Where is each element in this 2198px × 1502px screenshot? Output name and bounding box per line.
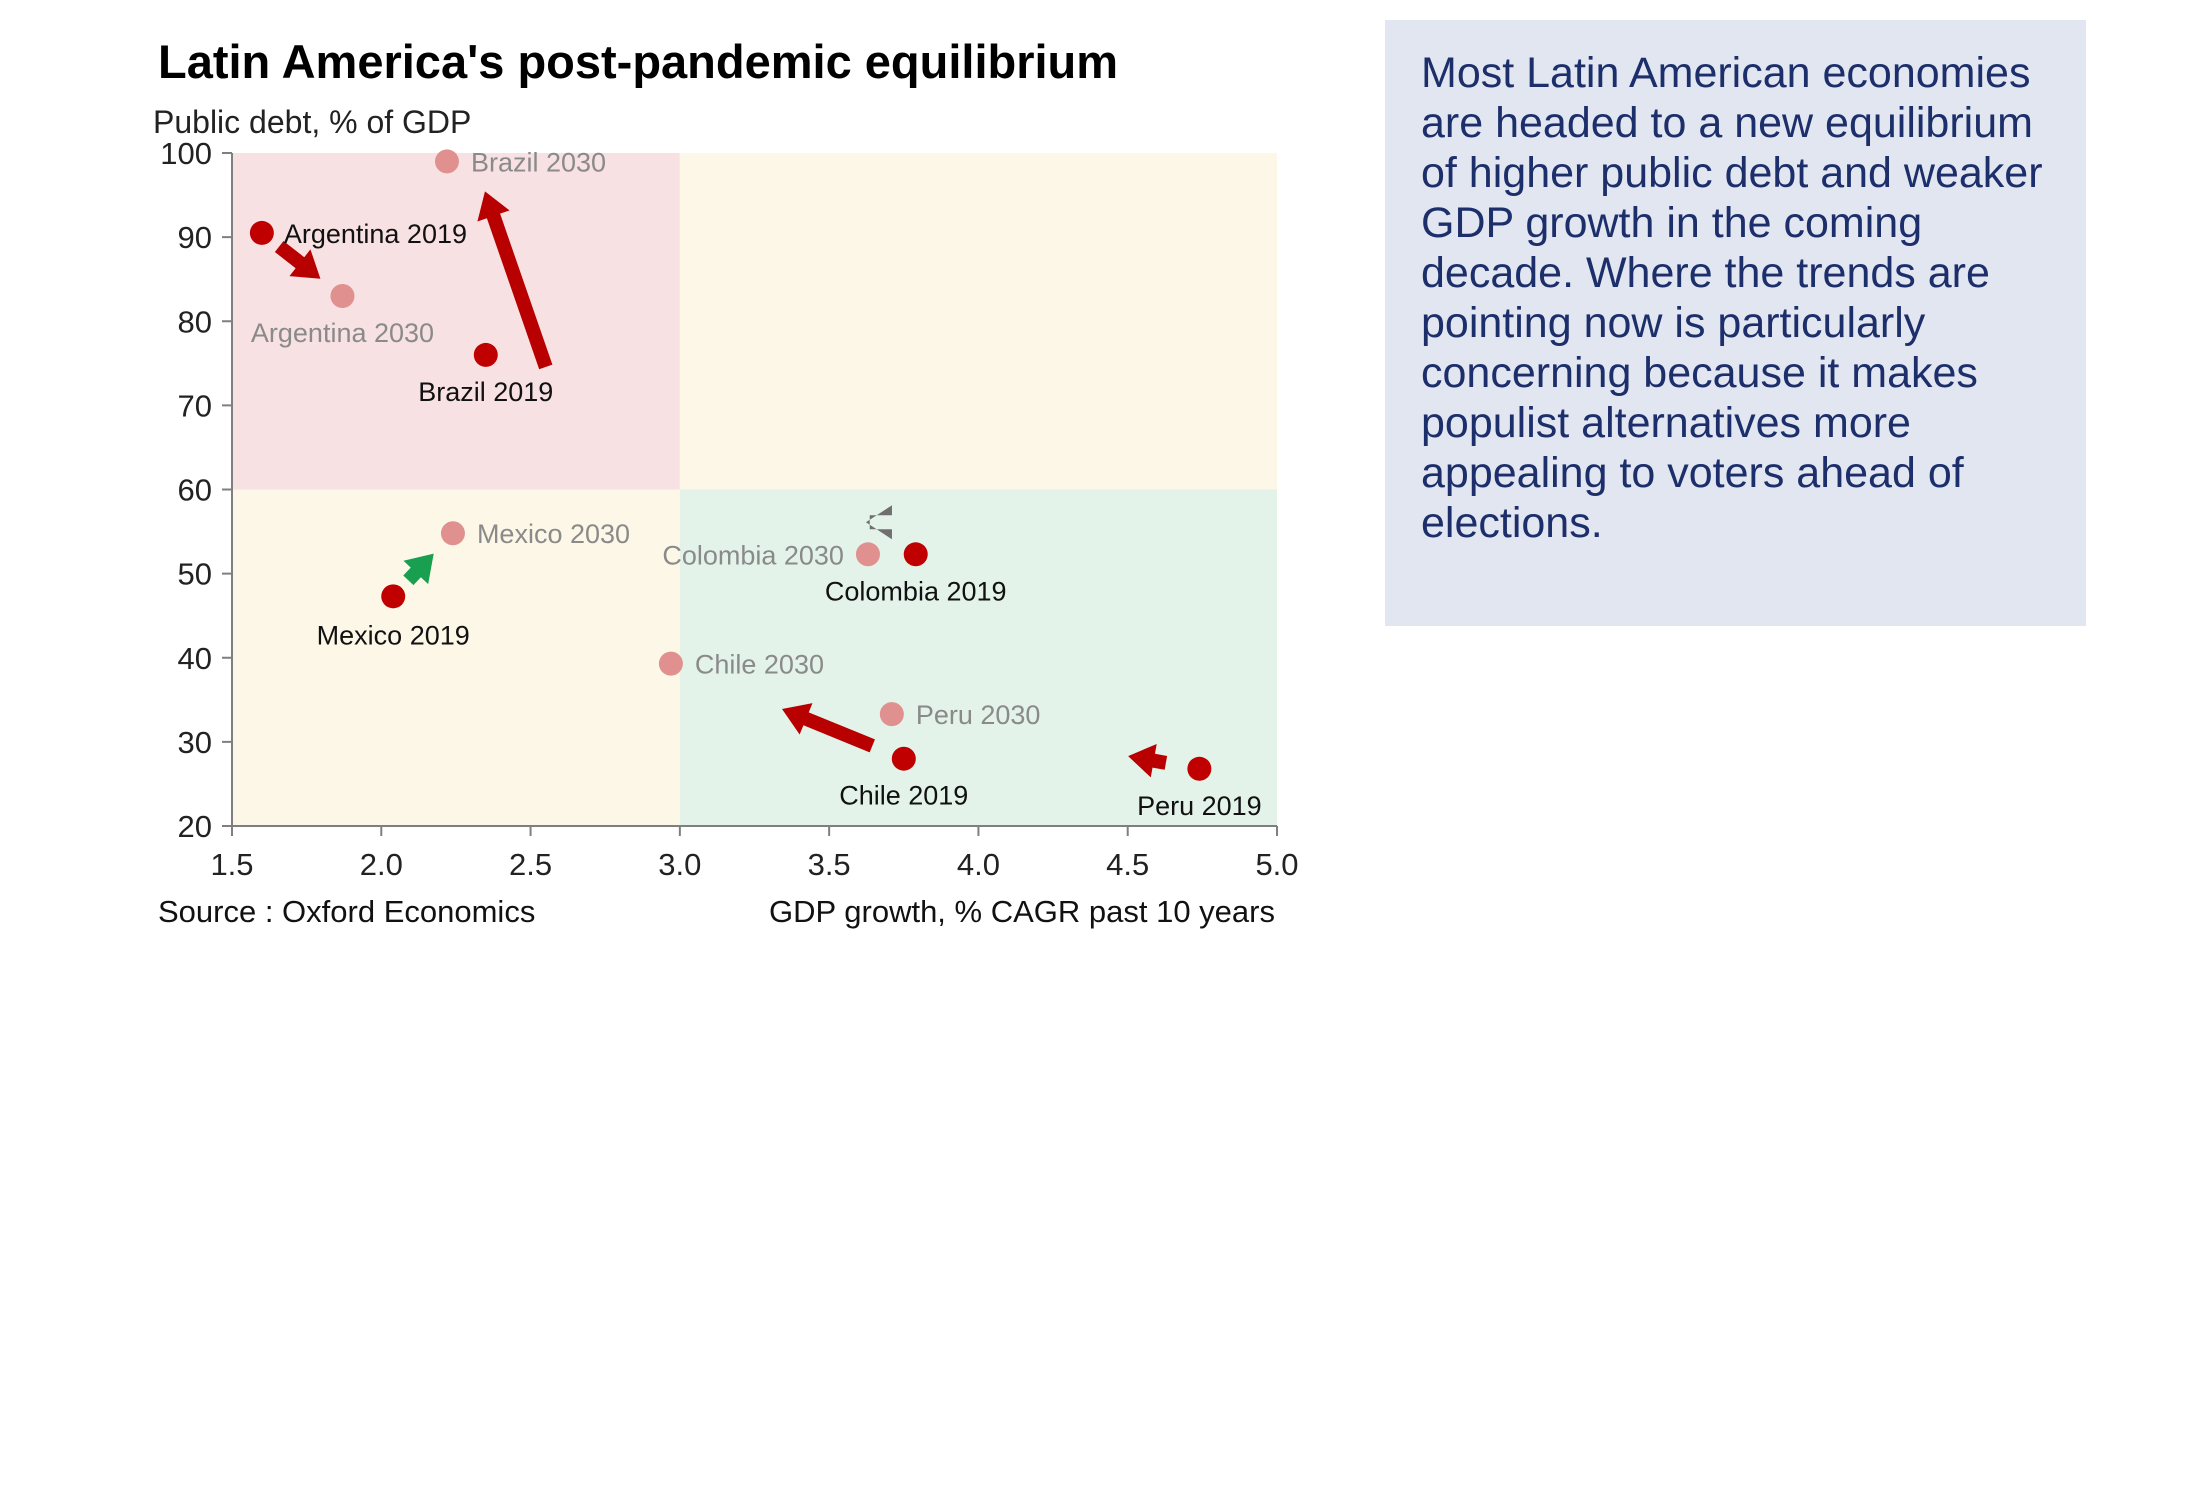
brazil-2019-point — [473, 342, 498, 367]
mexico-2019-point — [381, 584, 406, 609]
quadrant-2 — [232, 489, 680, 826]
y-axis-label: Public debt, % of GDP — [153, 104, 472, 140]
x-tick-label: 2.5 — [509, 847, 552, 882]
argentina-2019-point — [249, 220, 274, 245]
y-tick-label: 100 — [160, 136, 212, 171]
y-tick-label: 90 — [178, 220, 212, 255]
y-tick-label: 40 — [178, 641, 212, 676]
y-tick-label: 80 — [178, 304, 212, 339]
argentina-2030-point — [330, 284, 355, 309]
peru-2030-label: Peru 2030 — [916, 700, 1041, 730]
y-tick-label: 60 — [178, 473, 212, 508]
x-tick-label: 5.0 — [1255, 847, 1298, 882]
quadrant-3 — [679, 489, 1277, 826]
argentina-2030-label: Argentina 2030 — [251, 318, 434, 348]
mexico-2030-label: Mexico 2030 — [477, 519, 630, 549]
colombia-2030-point — [855, 542, 880, 567]
chile-2019-point — [891, 746, 916, 771]
brazil-2019-label: Brazil 2019 — [418, 377, 553, 407]
scatter-chart: 20 30 40 50 60 70 80 90 100 1.5 2.0 2.5 3.0 3.5 4.0 4.5… — [160, 136, 1298, 882]
mexico-2019-label: Mexico 2019 — [317, 620, 470, 650]
x-tick-label: 4.0 — [957, 847, 1000, 882]
x-tick-label: 2.0 — [360, 847, 403, 882]
quadrant-0 — [232, 153, 680, 490]
y-tick-label: 20 — [178, 809, 212, 844]
x-tick-label: 3.0 — [658, 847, 701, 882]
chile-arrow — [782, 703, 875, 753]
x-tick-label: 1.5 — [210, 847, 253, 882]
quadrant-1 — [679, 153, 1277, 490]
mexico-arrow — [403, 553, 434, 586]
peru-2030-point — [879, 702, 904, 727]
peru-arrow — [1128, 743, 1168, 778]
source-note: Source : Oxford Economics — [158, 894, 536, 929]
commentary-text: Most Latin American economies are headed… — [1421, 49, 2043, 547]
chile-2030-point — [658, 651, 683, 676]
colombia-2019-label: Colombia 2019 — [825, 576, 1007, 606]
x-tick-label: 3.5 — [808, 847, 851, 882]
y-tick-label: 50 — [178, 557, 212, 592]
chart-title: Latin America's post-pandemic equilibriu… — [158, 35, 1119, 88]
peru-2019-point — [1187, 756, 1212, 781]
argentina-arrow — [274, 240, 321, 279]
x-tick-label: 4.5 — [1106, 847, 1149, 882]
colombia-2019-point — [903, 542, 928, 567]
commentary-box: Most Latin American economies are headed… — [1385, 20, 2086, 626]
chile-2019-label: Chile 2019 — [839, 781, 968, 811]
mexico-2030-point — [440, 521, 465, 546]
y-tick-label: 30 — [178, 725, 212, 760]
brazil-arrow — [477, 191, 553, 370]
chile-2030-label: Chile 2030 — [695, 650, 824, 680]
peru-2019-label: Peru 2019 — [1137, 791, 1262, 821]
x-axis-label: GDP growth, % CAGR past 10 years — [769, 894, 1275, 929]
brazil-2030-label: Brazil 2030 — [471, 147, 606, 177]
y-tick-label: 70 — [178, 388, 212, 423]
brazil-2030-point — [434, 149, 459, 174]
colombia-2030-label: Colombia 2030 — [662, 540, 844, 570]
argentina-2019-label: Argentina 2019 — [284, 219, 467, 249]
colombia-arrow — [865, 505, 892, 540]
